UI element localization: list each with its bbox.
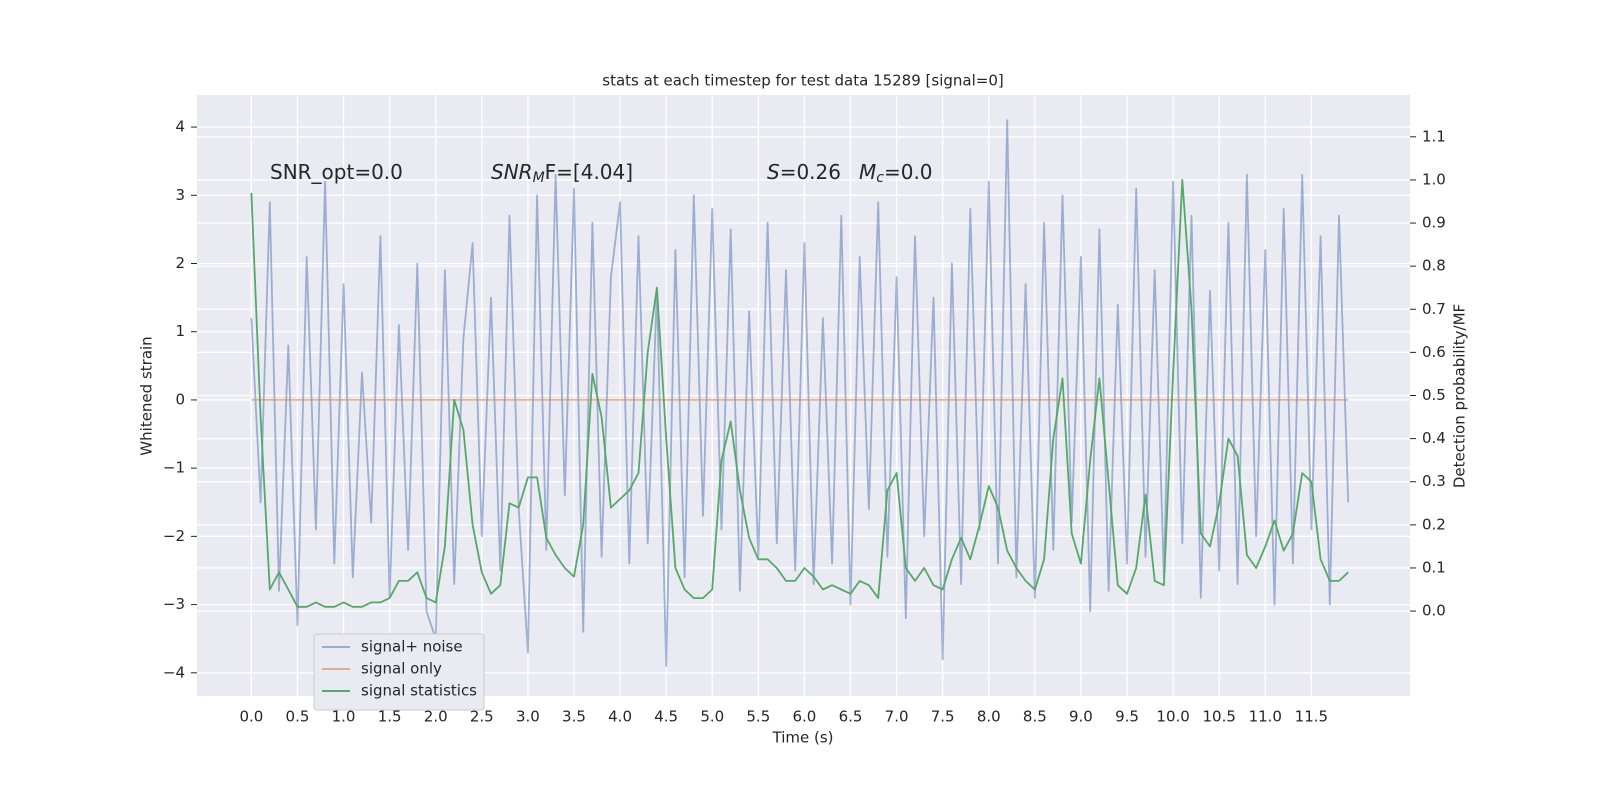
- annotation-text: M: [859, 160, 876, 184]
- y2-axis-label: Detection probability/MF: [1451, 304, 1469, 488]
- annotation: SNR_opt=0.0: [270, 160, 403, 184]
- annotation-text: SNR_opt=0.0: [270, 160, 403, 184]
- annotation-subscript: M: [533, 170, 545, 186]
- y-tick-label: −3: [163, 595, 185, 613]
- x-tick-label: 11.0: [1249, 708, 1282, 726]
- x-tick-label: 10.0: [1156, 708, 1189, 726]
- annotation-subscript: c: [876, 170, 884, 186]
- y-tick-label: 1: [175, 322, 185, 340]
- legend-box: [313, 633, 485, 711]
- y2-tick-label: 0.6: [1422, 343, 1446, 361]
- legend-label: signal statistics: [361, 682, 477, 700]
- y2-tick-label: 1.0: [1422, 170, 1446, 188]
- y2-tick-label: 0.2: [1422, 515, 1446, 533]
- y-tick-label: −4: [163, 663, 185, 681]
- x-tick-label: 2.0: [424, 708, 448, 726]
- x-tick-label: 6.0: [792, 708, 816, 726]
- x-tick-label: 2.5: [470, 708, 494, 726]
- annotation-rest: =0.26: [780, 160, 841, 184]
- x-tick-label: 1.0: [332, 708, 356, 726]
- x-tick-label: 9.0: [1069, 708, 1093, 726]
- annotation: S=0.26: [767, 160, 841, 184]
- y2-tick-label: 0.7: [1422, 300, 1446, 318]
- x-tick-label: 6.5: [839, 708, 863, 726]
- legend-label: signal only: [361, 660, 442, 678]
- y2-tick-label: 0.0: [1422, 602, 1446, 620]
- x-tick-label: 3.5: [562, 708, 586, 726]
- x-axis-label: Time (s): [772, 729, 834, 747]
- x-tick-label: 0.0: [239, 708, 263, 726]
- x-tick-label: 5.5: [746, 708, 770, 726]
- y2-tick-label: 0.5: [1422, 386, 1446, 404]
- y2-tick-label: 0.3: [1422, 472, 1446, 490]
- annotation: Mc=0.0: [859, 160, 933, 187]
- x-tick-label: 3.0: [516, 708, 540, 726]
- legend-label: signal+ noise: [361, 638, 463, 656]
- x-tick-label: 5.0: [700, 708, 724, 726]
- y2-tick-label: 0.4: [1422, 429, 1446, 447]
- annotation: SNRMF=[4.04]: [491, 160, 633, 187]
- annotation-rest: =0.0: [884, 160, 933, 184]
- x-tick-label: 8.0: [977, 708, 1001, 726]
- x-tick-label: 8.5: [1023, 708, 1047, 726]
- y2-tick-label: 0.8: [1422, 257, 1446, 275]
- annotation-rest: F=[4.04]: [545, 160, 633, 184]
- y-tick-label: 0: [175, 390, 185, 408]
- x-tick-label: 7.5: [931, 708, 955, 726]
- x-tick-label: 11.5: [1295, 708, 1328, 726]
- x-tick-label: 4.0: [608, 708, 632, 726]
- y-tick-label: 2: [175, 254, 185, 272]
- y2-tick-label: 1.1: [1422, 127, 1446, 145]
- x-tick-label: 1.5: [378, 708, 402, 726]
- x-tick-label: 9.5: [1115, 708, 1139, 726]
- y-tick-label: −1: [163, 459, 185, 477]
- y-tick-label: −2: [163, 527, 185, 545]
- annotation-text: S: [767, 160, 780, 184]
- series-line: [250, 179, 1349, 608]
- y2-tick-label: 0.1: [1422, 558, 1446, 576]
- x-tick-label: 0.5: [286, 708, 310, 726]
- chart-title: stats at each timestep for test data 152…: [602, 72, 1003, 90]
- x-tick-label: 10.5: [1202, 708, 1235, 726]
- x-tick-label: 4.5: [654, 708, 678, 726]
- y2-tick-label: 0.9: [1422, 214, 1446, 232]
- y-tick-label: 3: [175, 186, 185, 204]
- x-tick-label: 7.0: [885, 708, 909, 726]
- y-tick-label: 4: [175, 118, 185, 136]
- y-axis-label: Whitened strain: [138, 336, 156, 455]
- annotation-text: SNR: [491, 160, 533, 184]
